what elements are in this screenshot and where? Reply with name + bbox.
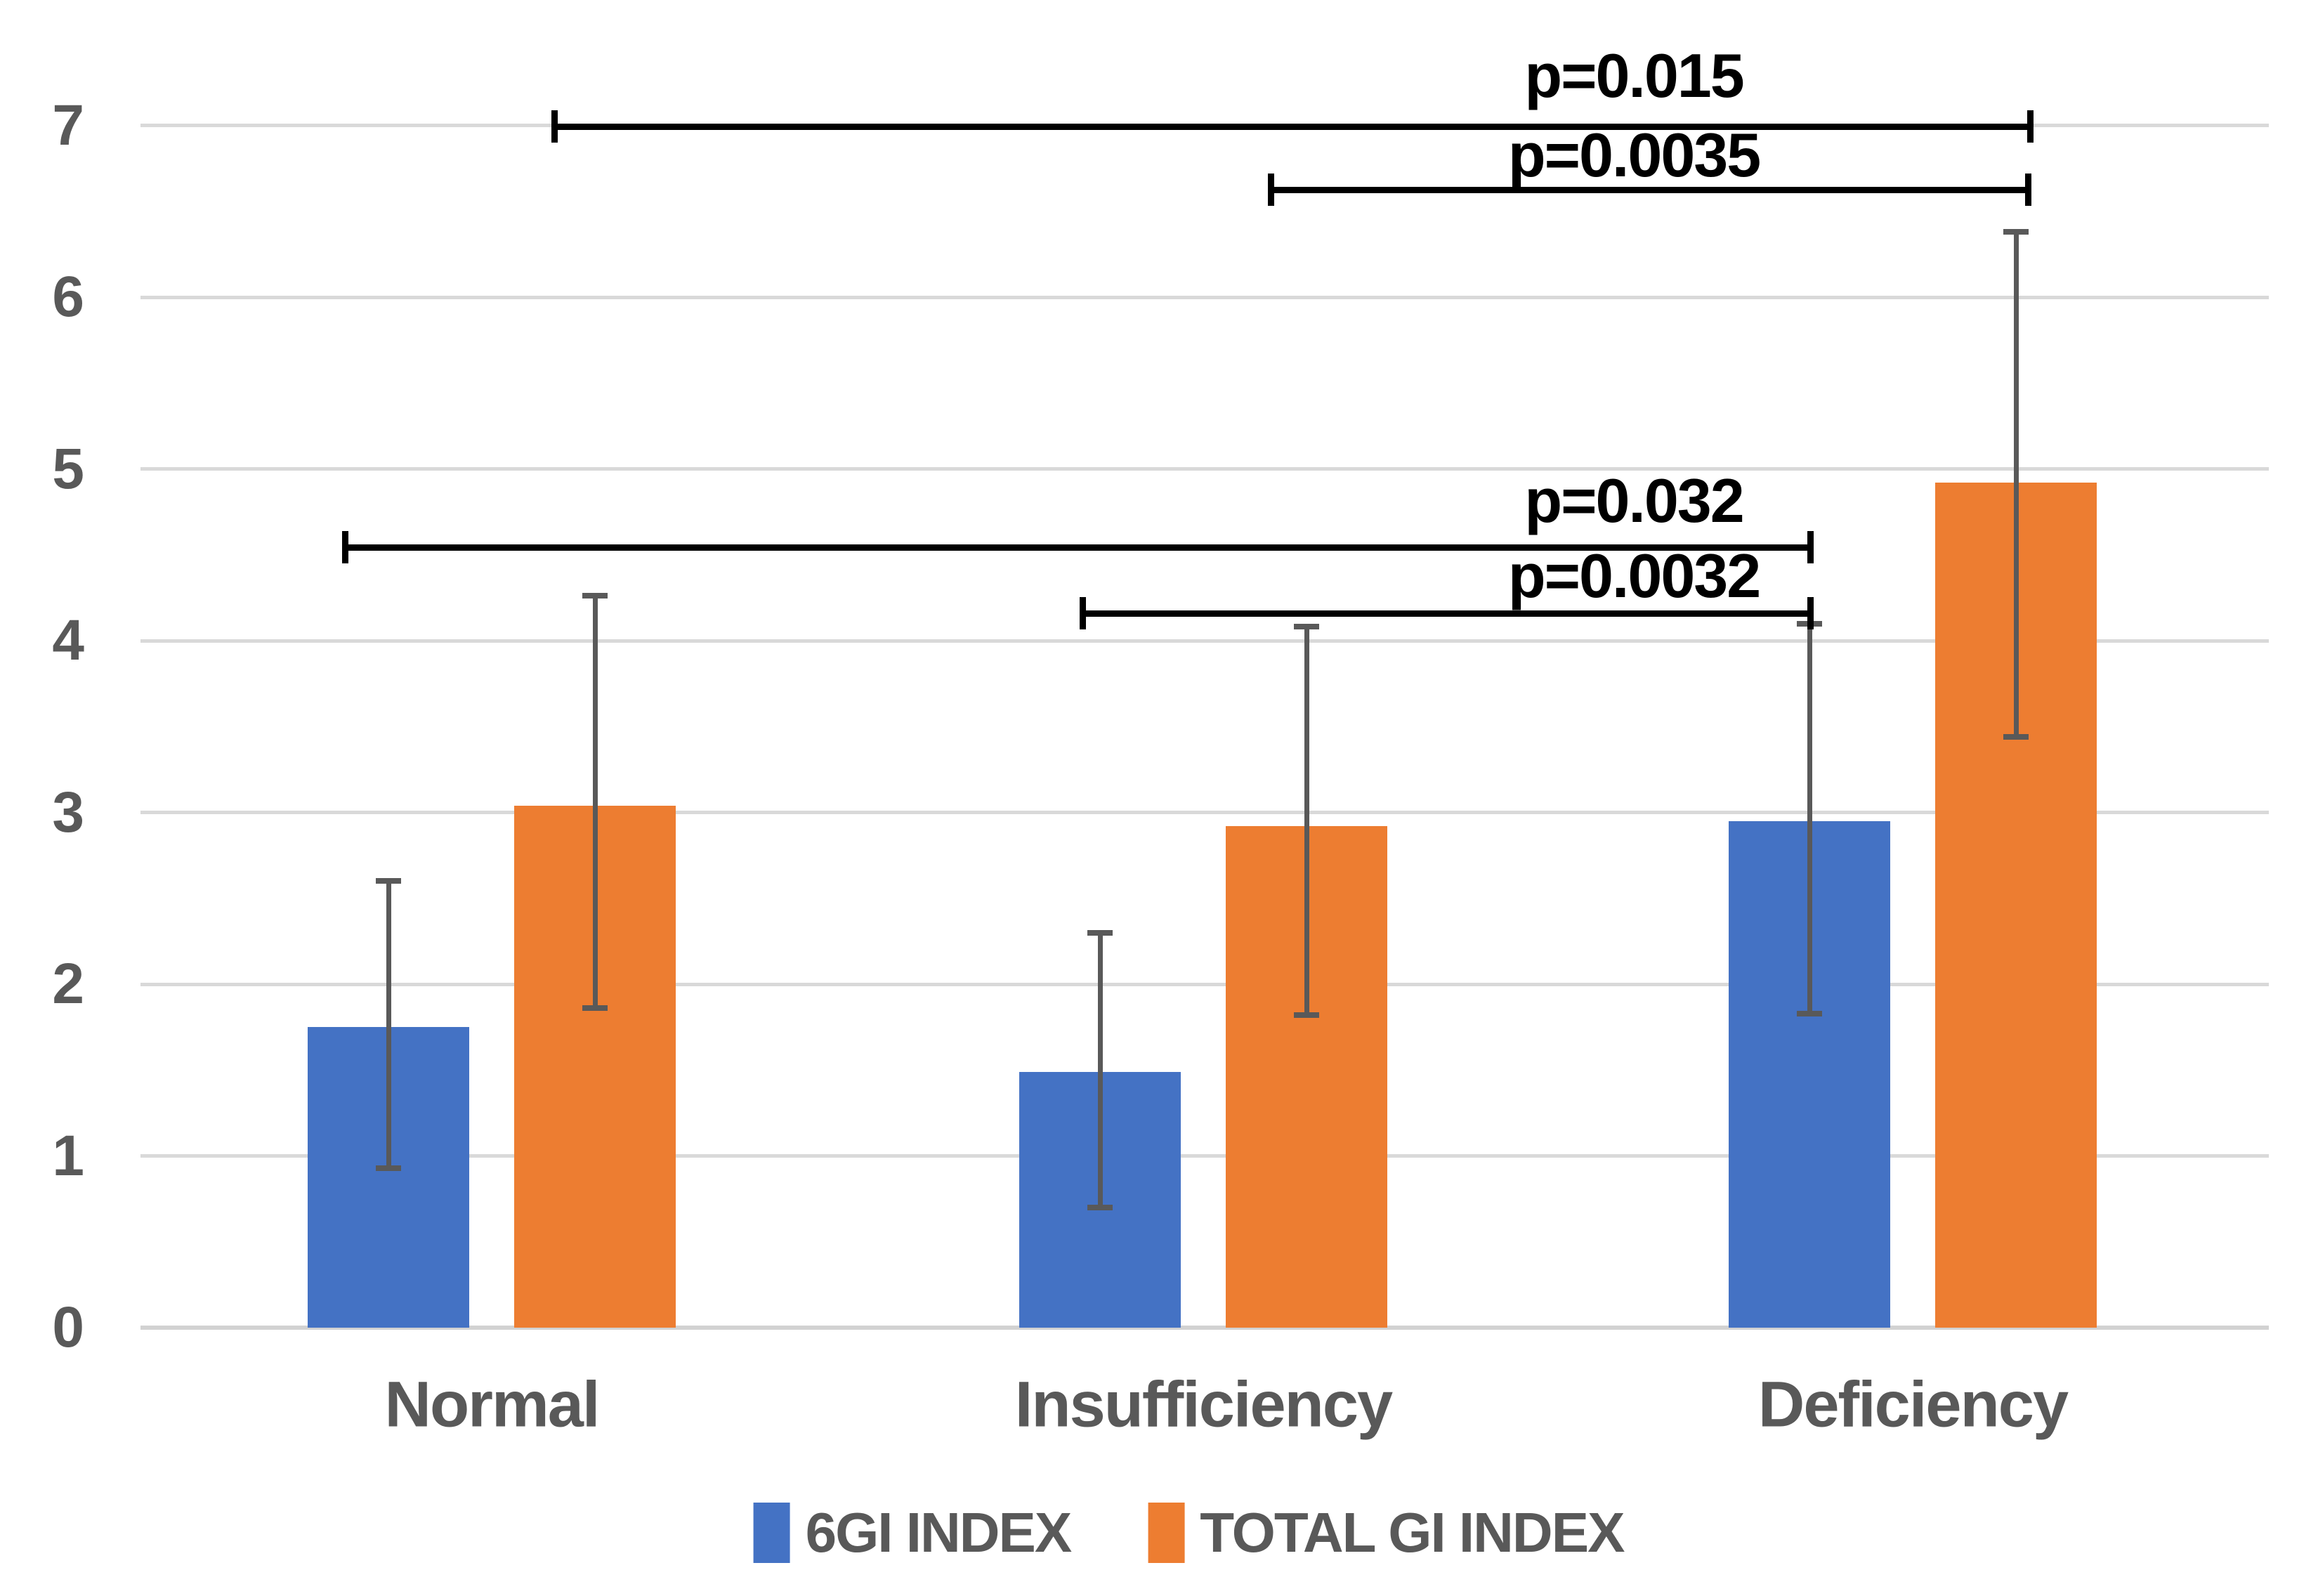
p-value-label: p=0.015 xyxy=(1524,41,1744,110)
error-bar-cap-top xyxy=(376,878,401,884)
error-bar-cap-bottom xyxy=(1294,1012,1319,1018)
significance-bracket-line xyxy=(1271,186,2028,193)
significance-bracket-tick xyxy=(1807,531,1814,563)
legend-label: 6GI INDEX xyxy=(805,1501,1073,1564)
error-bar xyxy=(1304,627,1309,1015)
chart-legend: 6GI INDEX TOTAL GI INDEX xyxy=(753,1500,1625,1565)
x-axis-line xyxy=(140,1326,2269,1330)
significance-bracket-tick xyxy=(2026,110,2034,143)
error-bar-cap-bottom xyxy=(582,1005,608,1012)
significance-bracket-line xyxy=(1082,610,1810,617)
y-axis-tick-label: 4 xyxy=(52,608,84,672)
x-axis-category-label: Normal xyxy=(384,1368,601,1441)
gridline xyxy=(140,295,2269,299)
gridline xyxy=(140,467,2269,471)
legend-item: TOTAL GI INDEX xyxy=(1148,1500,1625,1565)
y-axis-tick-label: 0 xyxy=(52,1295,84,1359)
y-axis-tick-label: 5 xyxy=(52,436,84,501)
significance-bracket-tick xyxy=(551,110,558,143)
y-axis-tick-label: 7 xyxy=(52,93,84,157)
gridline xyxy=(140,811,2269,814)
y-axis-tick-label: 2 xyxy=(52,952,84,1016)
significance-bracket-line xyxy=(554,123,2030,130)
significance-bracket-tick xyxy=(341,531,348,563)
significance-bracket-tick xyxy=(1079,597,1086,629)
x-axis-category-label: Insufficiency xyxy=(1014,1368,1393,1441)
gridline xyxy=(140,1154,2269,1158)
legend-swatch-6gi-index xyxy=(753,1503,790,1563)
x-axis-category-label: Deficiency xyxy=(1757,1368,2069,1441)
y-axis-tick-label: 3 xyxy=(52,780,84,844)
y-axis-tick-label: 6 xyxy=(52,265,84,329)
error-bar xyxy=(386,881,391,1168)
legend-item: 6GI INDEX xyxy=(753,1500,1073,1565)
p-value-label: p=0.0035 xyxy=(1507,120,1761,190)
significance-bracket-tick xyxy=(1807,597,1814,629)
legend-label: TOTAL GI INDEX xyxy=(1200,1501,1625,1564)
error-bar xyxy=(1807,623,1812,1014)
error-bar-cap-top xyxy=(582,593,608,599)
error-bar-cap-bottom xyxy=(2003,733,2029,740)
error-bar-cap-top xyxy=(1294,624,1319,630)
legend-swatch-total-gi-index xyxy=(1148,1503,1185,1563)
p-value-label: p=0.032 xyxy=(1524,466,1744,535)
gridline xyxy=(140,982,2269,986)
error-bar-cap-bottom xyxy=(1797,1010,1822,1016)
error-bar xyxy=(592,596,598,1009)
significance-bracket-line xyxy=(345,544,1810,551)
error-bar-cap-bottom xyxy=(376,1165,401,1171)
error-bar xyxy=(2013,232,2019,737)
significance-bracket-tick xyxy=(1267,174,1274,206)
gridline xyxy=(140,639,2269,643)
error-bar-cap-top xyxy=(1087,929,1113,936)
significance-bracket-tick xyxy=(2024,174,2031,206)
p-value-label: p=0.0032 xyxy=(1507,541,1761,610)
error-bar-cap-top xyxy=(2003,229,2029,235)
error-bar xyxy=(1097,932,1103,1208)
y-axis-tick-label: 1 xyxy=(52,1123,84,1188)
error-bar-cap-bottom xyxy=(1087,1204,1113,1210)
